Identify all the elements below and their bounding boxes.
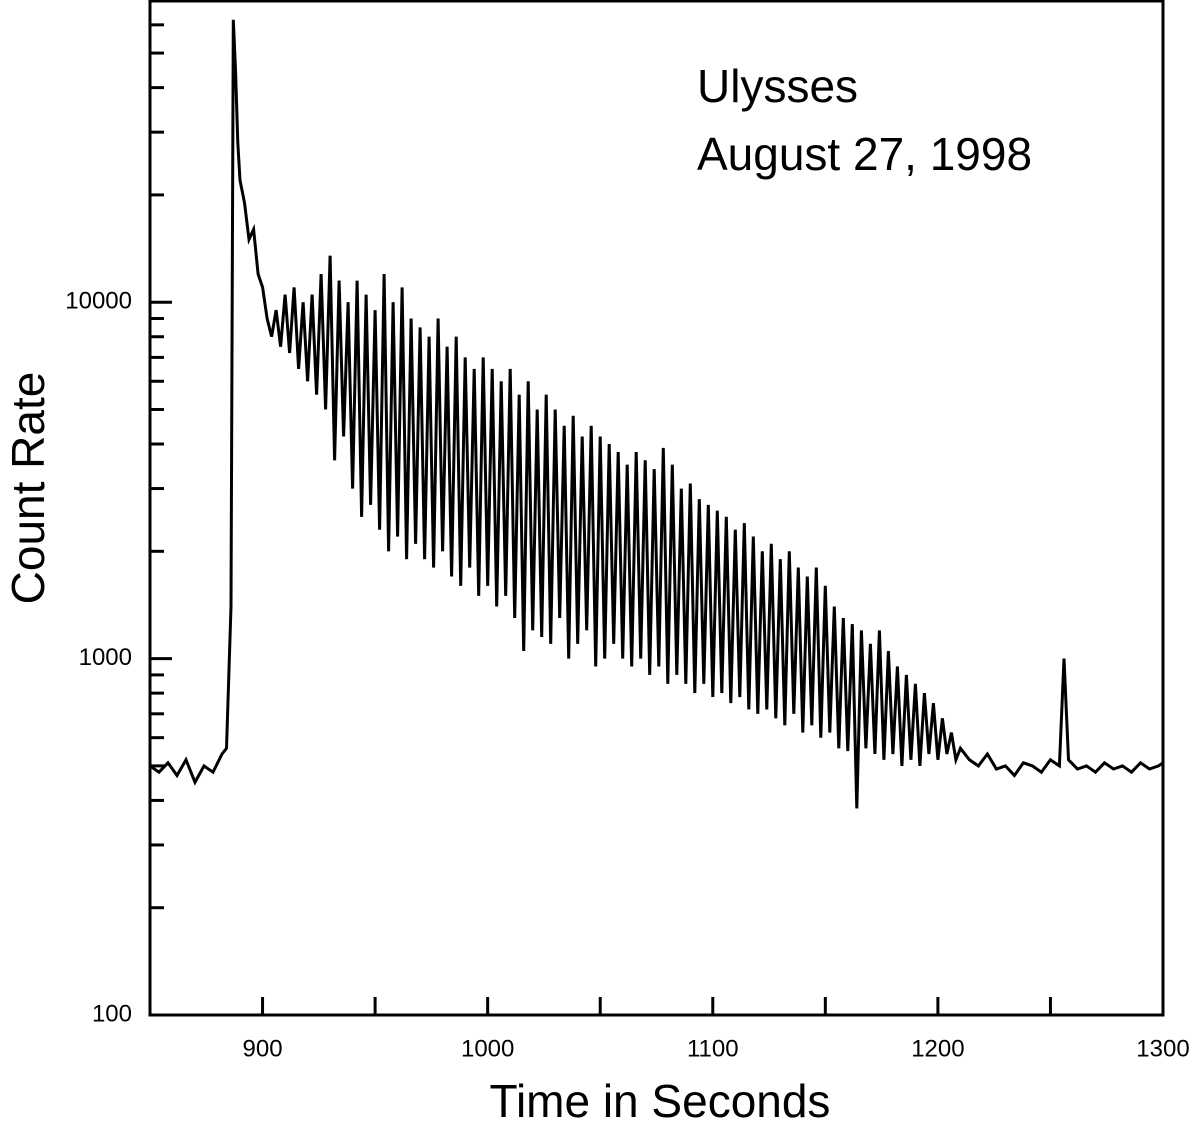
y-tick-label: 10000: [65, 288, 132, 315]
x-tick-label: 1300: [1136, 1035, 1189, 1062]
x-tick-label: 1100: [687, 1035, 739, 1062]
x-tick-label: 1000: [461, 1035, 514, 1062]
data-line: [149, 19, 1164, 809]
plot-frame: [148, 0, 1165, 1017]
x-axis-label: Time in Seconds: [490, 1075, 831, 1127]
annotation: August 27, 1998: [697, 128, 1032, 180]
y-tick-label: 1000: [79, 644, 132, 671]
y-axis-label: Count Rate: [2, 372, 54, 605]
y-tick-label: 100: [92, 1000, 132, 1027]
annotation: Ulysses: [697, 60, 858, 112]
x-tick-label: 1200: [911, 1035, 964, 1062]
x-tick-label: 900: [243, 1035, 283, 1062]
